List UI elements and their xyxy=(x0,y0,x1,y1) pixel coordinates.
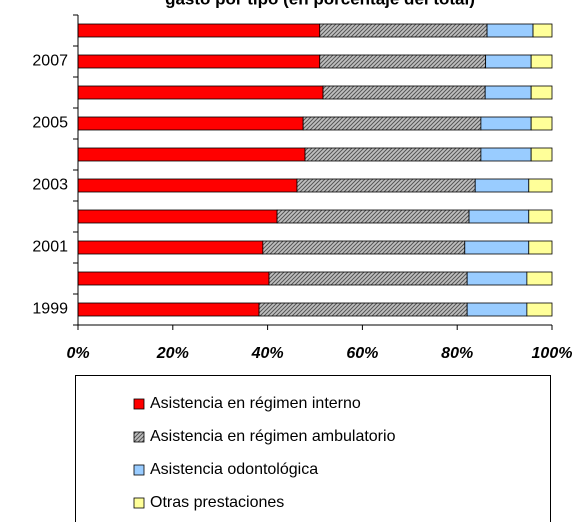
y-tick-label: 1999 xyxy=(32,301,68,318)
y-tick-label: 2001 xyxy=(32,239,68,256)
x-tick-label: 20% xyxy=(156,345,189,362)
legend-swatch xyxy=(133,464,145,476)
legend-swatch xyxy=(133,398,145,410)
bar-segment xyxy=(480,147,532,162)
bar-segment xyxy=(322,85,486,100)
bar-segment xyxy=(530,54,553,69)
chart-title: gasto por tipo (en porcentaje del total) xyxy=(165,0,475,8)
bar-segment xyxy=(485,54,532,69)
bar-segment xyxy=(526,271,553,286)
bar-segment xyxy=(304,147,482,162)
bar-segment xyxy=(528,240,553,255)
x-tick-label: 100% xyxy=(532,345,573,362)
bar-segment xyxy=(319,23,488,38)
bar-segment xyxy=(464,240,530,255)
bar-segment xyxy=(276,209,470,224)
bar-segment xyxy=(77,147,306,162)
bar-segment xyxy=(530,147,553,162)
bar-segment xyxy=(528,178,553,193)
bar-segment xyxy=(468,209,530,224)
bar-segment xyxy=(77,271,270,286)
x-tick-label: 40% xyxy=(251,345,284,362)
bar-segment xyxy=(480,116,532,131)
legend-swatch xyxy=(133,497,145,509)
legend-label: Asistencia en régimen ambulatorio xyxy=(150,428,396,445)
y-tick-label: 2007 xyxy=(32,53,68,70)
x-tick-label: 0% xyxy=(66,345,89,362)
y-tick-label: 2005 xyxy=(32,115,68,132)
bar-segment xyxy=(302,116,482,131)
legend-label: Asistencia en régimen interno xyxy=(150,395,361,412)
bar-segment xyxy=(77,116,304,131)
bar-segment xyxy=(258,302,468,317)
bar-segment xyxy=(474,178,530,193)
legend-label: Otras prestaciones xyxy=(150,494,284,511)
bar-segment xyxy=(268,271,468,286)
bar-segment xyxy=(77,54,321,69)
bar-segment xyxy=(77,240,264,255)
bar-segment xyxy=(296,178,476,193)
bar-segment xyxy=(77,209,278,224)
bar-segment xyxy=(528,209,553,224)
bar-segment xyxy=(77,178,298,193)
x-tick-label: 80% xyxy=(441,345,473,362)
bar-segment xyxy=(526,302,553,317)
bar-segment xyxy=(530,116,553,131)
bar-segment xyxy=(532,23,553,38)
legend-label: Asistencia odontológica xyxy=(150,461,318,478)
bar-segment xyxy=(486,23,534,38)
bar-segment xyxy=(262,240,466,255)
bar-segment xyxy=(484,85,532,100)
legend-box xyxy=(75,375,551,522)
legend-swatch xyxy=(133,431,145,443)
bar-segment xyxy=(466,271,528,286)
bar-segment xyxy=(466,302,528,317)
bar-segment xyxy=(319,54,487,69)
y-tick-label: 2003 xyxy=(32,177,68,194)
bar-segment xyxy=(530,85,553,100)
bar-segment xyxy=(77,23,321,38)
bar-segment xyxy=(77,302,260,317)
bar-segment xyxy=(77,85,324,100)
x-tick-label: 60% xyxy=(346,345,378,362)
